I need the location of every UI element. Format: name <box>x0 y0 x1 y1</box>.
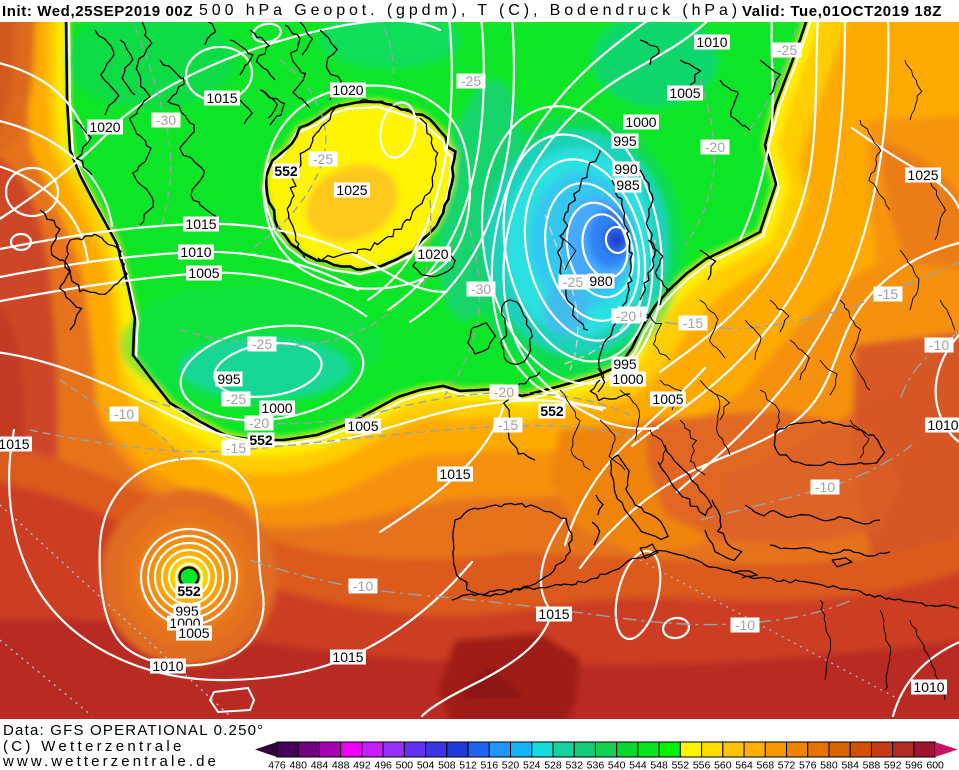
svg-text:540: 540 <box>608 760 626 770</box>
svg-text:-15: -15 <box>498 417 518 433</box>
svg-text:990: 990 <box>614 161 638 177</box>
svg-text:-15: -15 <box>226 440 246 456</box>
svg-text:552: 552 <box>540 403 564 419</box>
svg-text:995: 995 <box>613 356 637 372</box>
svg-text:-20: -20 <box>494 384 514 400</box>
svg-text:500: 500 <box>396 760 414 770</box>
svg-text:504: 504 <box>417 760 435 770</box>
svg-text:1005: 1005 <box>178 625 209 641</box>
svg-text:-10: -10 <box>114 406 134 422</box>
svg-text:572: 572 <box>778 760 796 770</box>
svg-text:-25: -25 <box>563 274 583 290</box>
svg-text:484: 484 <box>311 760 329 770</box>
svg-text:995: 995 <box>217 371 241 387</box>
svg-text:995: 995 <box>175 603 199 619</box>
svg-text:1005: 1005 <box>347 418 378 434</box>
svg-text:1025: 1025 <box>336 182 367 198</box>
svg-text:-30: -30 <box>471 281 491 297</box>
svg-text:492: 492 <box>353 760 371 770</box>
svg-text:1025: 1025 <box>907 167 938 183</box>
svg-text:1020: 1020 <box>417 246 448 262</box>
svg-text:-25: -25 <box>777 42 797 58</box>
svg-text:596: 596 <box>905 760 923 770</box>
svg-text:1000: 1000 <box>261 400 292 416</box>
svg-text:576: 576 <box>799 760 817 770</box>
svg-text:-30: -30 <box>156 112 176 128</box>
svg-text:-15: -15 <box>683 315 703 331</box>
svg-text:552: 552 <box>177 583 201 599</box>
svg-text:1010: 1010 <box>180 244 211 260</box>
svg-text:580: 580 <box>820 760 838 770</box>
svg-text:1005: 1005 <box>188 265 219 281</box>
svg-text:-20: -20 <box>705 139 725 155</box>
svg-text:556: 556 <box>693 760 711 770</box>
svg-text:512: 512 <box>459 760 477 770</box>
svg-text:552: 552 <box>672 760 690 770</box>
svg-text:-15: -15 <box>878 286 898 302</box>
svg-text:1015: 1015 <box>538 606 569 622</box>
svg-text:1015: 1015 <box>439 466 470 482</box>
svg-text:532: 532 <box>565 760 583 770</box>
svg-text:508: 508 <box>438 760 456 770</box>
svg-text:1000: 1000 <box>612 371 643 387</box>
svg-text:1010: 1010 <box>927 417 958 433</box>
svg-text:-10: -10 <box>815 479 835 495</box>
svg-text:568: 568 <box>757 760 775 770</box>
svg-text:544: 544 <box>629 760 647 770</box>
svg-text:985: 985 <box>616 177 640 193</box>
svg-text:536: 536 <box>587 760 605 770</box>
svg-text:564: 564 <box>735 760 753 770</box>
svg-text:488: 488 <box>332 760 350 770</box>
svg-text:548: 548 <box>650 760 668 770</box>
svg-text:516: 516 <box>481 760 499 770</box>
svg-text:-25: -25 <box>252 336 272 352</box>
svg-text:524: 524 <box>523 760 541 770</box>
svg-text:-20: -20 <box>616 308 636 324</box>
svg-text:-25: -25 <box>226 391 246 407</box>
svg-text:560: 560 <box>714 760 732 770</box>
svg-text:480: 480 <box>289 760 307 770</box>
svg-text:1015: 1015 <box>0 436 30 452</box>
svg-text:1005: 1005 <box>652 391 683 407</box>
svg-text:588: 588 <box>863 760 881 770</box>
svg-text:-25: -25 <box>461 73 481 89</box>
svg-text:600: 600 <box>926 760 944 770</box>
svg-text:1000: 1000 <box>625 114 656 130</box>
svg-text:-10: -10 <box>735 617 755 633</box>
svg-text:1015: 1015 <box>206 90 237 106</box>
svg-text:1010: 1010 <box>913 679 944 695</box>
svg-text:1015: 1015 <box>185 216 216 232</box>
svg-text:476: 476 <box>268 760 286 770</box>
svg-text:1005: 1005 <box>669 85 700 101</box>
svg-text:552: 552 <box>274 163 298 179</box>
svg-text:995: 995 <box>613 133 637 149</box>
svg-text:1020: 1020 <box>89 119 120 135</box>
svg-text:980: 980 <box>589 273 613 289</box>
svg-text:-10: -10 <box>929 337 949 353</box>
svg-text:584: 584 <box>841 760 859 770</box>
svg-text:1010: 1010 <box>152 658 183 674</box>
svg-text:592: 592 <box>884 760 902 770</box>
svg-text:496: 496 <box>374 760 392 770</box>
svg-text:1015: 1015 <box>332 649 363 665</box>
svg-text:-25: -25 <box>313 151 333 167</box>
svg-text:520: 520 <box>502 760 520 770</box>
svg-text:-10: -10 <box>353 578 373 594</box>
svg-text:1010: 1010 <box>696 34 727 50</box>
svg-text:1020: 1020 <box>332 82 363 98</box>
svg-text:528: 528 <box>544 760 562 770</box>
svg-text:552: 552 <box>249 432 273 448</box>
svg-text:-20: -20 <box>249 415 269 431</box>
